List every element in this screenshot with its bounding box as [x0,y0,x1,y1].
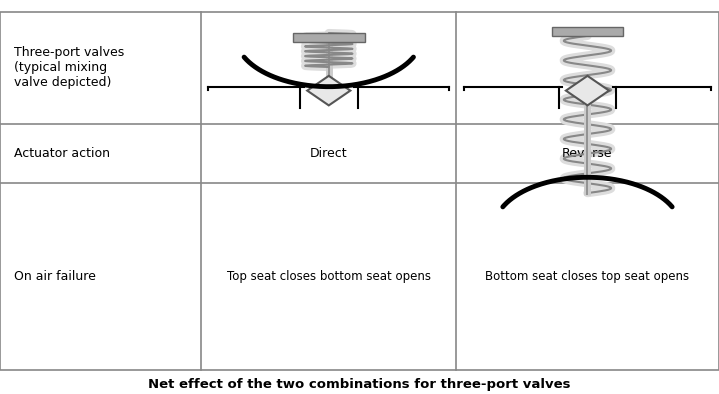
Polygon shape [307,76,350,105]
Text: Reverse: Reverse [562,147,613,160]
Text: On air failure: On air failure [14,270,96,283]
Polygon shape [566,76,609,105]
Text: Actuator action: Actuator action [14,147,111,160]
Text: Three-port valves
(typical mixing
valve depicted): Three-port valves (typical mixing valve … [14,46,124,89]
Text: Direct: Direct [310,147,347,160]
Bar [551,27,623,36]
Bar [293,33,365,42]
Text: Bottom seat closes top seat opens: Bottom seat closes top seat opens [485,270,690,283]
Text: Net effect of the two combinations for three-port valves: Net effect of the two combinations for t… [148,378,571,390]
Text: Top seat closes bottom seat opens: Top seat closes bottom seat opens [226,270,431,283]
